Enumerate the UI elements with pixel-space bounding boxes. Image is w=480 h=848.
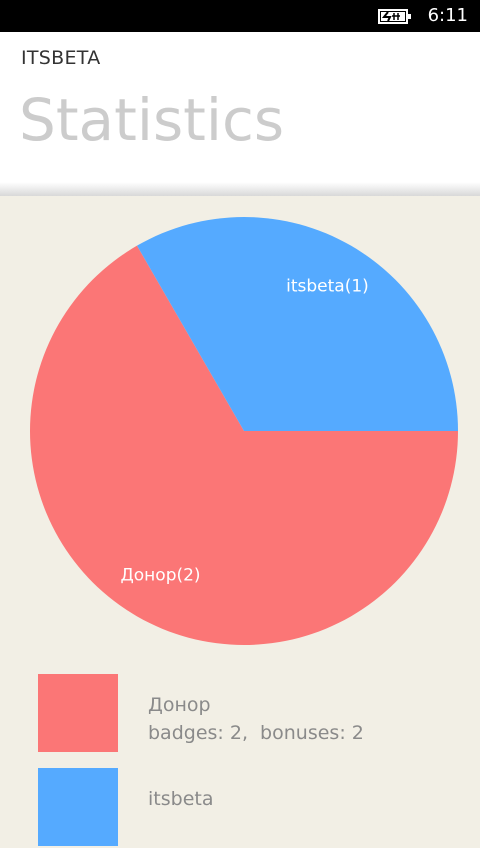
- status-bar: 6:11: [0, 0, 480, 32]
- pie-chart: Донор(2) itsbeta(1): [29, 217, 458, 645]
- pie-slice-itsbeta: [137, 217, 458, 431]
- legend-item-itsbeta[interactable]: itsbeta: [0, 768, 480, 848]
- page-header: ITSBETA Statistics: [0, 32, 480, 182]
- legend-swatch-donor: [38, 674, 118, 752]
- pie-slice-donor: [29, 245, 458, 645]
- pie-label-donor: Донор(2): [121, 566, 201, 586]
- legend-stats: badges: 2, bonuses: 2: [148, 722, 364, 744]
- page-title: Statistics: [19, 86, 285, 154]
- legend-item-donor[interactable]: Донор badges: 2, bonuses: 2: [0, 674, 480, 754]
- header-divider-shadow: [0, 182, 480, 196]
- pie-label-itsbeta: itsbeta(1): [286, 276, 369, 296]
- legend-swatch-itsbeta: [38, 768, 118, 846]
- app-name: ITSBETA: [21, 47, 101, 69]
- battery-charging-icon: [378, 9, 411, 24]
- legend-name: Донор: [148, 694, 211, 716]
- legend-name: itsbeta: [148, 788, 214, 810]
- status-clock: 6:11: [427, 5, 468, 26]
- statistics-content[interactable]: Донор(2) itsbeta(1) Донор badges: 2, bonu…: [0, 196, 480, 846]
